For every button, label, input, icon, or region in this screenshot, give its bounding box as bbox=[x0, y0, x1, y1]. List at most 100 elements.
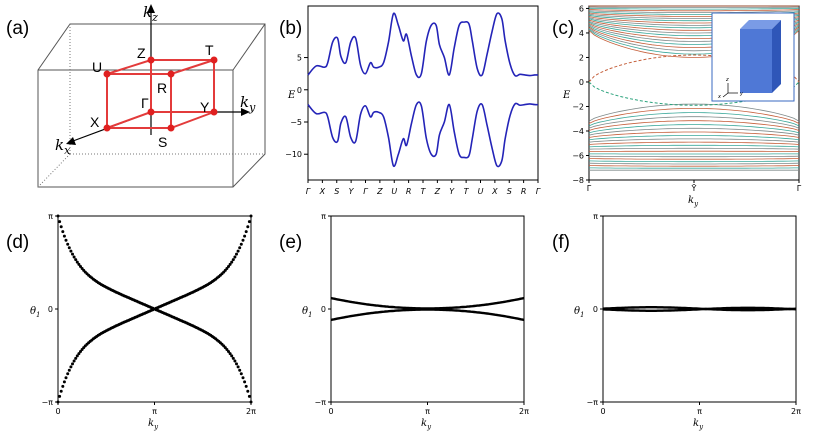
kz-arrowhead bbox=[147, 4, 155, 13]
point-u bbox=[103, 70, 111, 78]
label-x: X bbox=[90, 114, 100, 130]
panel-e-ytick-label: −π bbox=[314, 398, 326, 407]
kx-label: kx bbox=[55, 136, 71, 157]
panel-label-e: (e) bbox=[279, 232, 302, 253]
panel-f-xtick-label: 0 bbox=[600, 407, 605, 416]
panel-d-xtick-label: 0 bbox=[55, 407, 60, 416]
panel-d-wilson-point bbox=[58, 220, 62, 224]
panel-d-wilson-point bbox=[236, 365, 240, 369]
point-s bbox=[167, 124, 175, 132]
panel-d-wilson-point bbox=[64, 238, 68, 242]
panel-c-xtick-label: Γ̄ bbox=[797, 184, 802, 193]
panel-e-xtick-label: 2π bbox=[519, 407, 529, 416]
panel-d-wilson-point bbox=[249, 400, 253, 404]
panel-d-wilson-point bbox=[233, 255, 237, 259]
panel-d-wilson-point bbox=[72, 255, 76, 259]
panel-e-curves bbox=[330, 296, 525, 322]
panel-c-lower-band-line bbox=[588, 144, 800, 148]
panel-d-wilson-point bbox=[62, 234, 66, 238]
panel-b-xtick-label: X bbox=[491, 187, 498, 196]
panel-d-wilson-point bbox=[243, 234, 247, 238]
panel-c-upper-band-line bbox=[588, 9, 800, 12]
panel-d-wilson-point bbox=[72, 359, 76, 363]
panel-b-band-lower bbox=[307, 101, 539, 168]
panel-d-wilson-point bbox=[225, 348, 229, 351]
label-u: U bbox=[92, 59, 102, 75]
panel-d-ytick-label: −π bbox=[41, 398, 53, 407]
panel-label-a: (a) bbox=[6, 18, 29, 39]
panel-c-lower-band-line bbox=[588, 124, 800, 134]
panel-d-wilson-point bbox=[77, 262, 81, 266]
panel-c-lower-band-line bbox=[588, 155, 800, 158]
panel-f-xlabel: ky bbox=[693, 418, 704, 431]
panel-d-wilson-point bbox=[247, 220, 251, 224]
panel-c-ylabel: E bbox=[562, 90, 571, 101]
panel-d-wilson-point bbox=[59, 225, 63, 229]
panel-d-xtick-label: π bbox=[152, 407, 157, 416]
bz-box-edge-top-right bbox=[232, 23, 266, 71]
panel-e-ytick-label: 0 bbox=[321, 305, 326, 314]
panel-d-wilson-point bbox=[233, 359, 237, 363]
panel-d-wilson-point bbox=[64, 376, 68, 380]
panel-d-wilson-point bbox=[67, 368, 71, 372]
panel-e-ticks: π0−π0 π 2π bbox=[314, 212, 529, 416]
panel-c-lower-band-line bbox=[588, 103, 800, 122]
panel-c-inset: z x y bbox=[711, 12, 795, 102]
panel-d-wilson-point bbox=[79, 350, 82, 353]
panel-d-wilson-point bbox=[246, 225, 250, 229]
panel-b-y-ticks: 5 0 −5 −10 bbox=[285, 54, 308, 159]
panel-b-xtick-label: X bbox=[319, 187, 326, 196]
panel-e-ylabel: θ1 bbox=[302, 306, 313, 319]
panel-c-lower-band-line bbox=[588, 116, 800, 129]
panel-d-wilson-point bbox=[56, 400, 60, 404]
panel-b-ytick-label: −5 bbox=[290, 118, 302, 127]
panel-f-wilson-band-2 bbox=[602, 306, 797, 312]
panel-c-lower-band-line bbox=[588, 138, 800, 143]
inset-label-y: y bbox=[739, 91, 744, 97]
point-r bbox=[167, 70, 175, 78]
point-t bbox=[210, 56, 218, 64]
panel-b-xtick-label: U bbox=[391, 187, 397, 196]
inset-cube-front bbox=[740, 29, 772, 93]
point-x bbox=[103, 124, 111, 132]
panel-d-wilson-point bbox=[58, 394, 62, 398]
panel-d-wilson-point bbox=[239, 372, 243, 376]
panel-c-ytick-label: −8 bbox=[572, 176, 584, 185]
inset-label-x: x bbox=[717, 94, 721, 100]
panel-b-ytick-label: 5 bbox=[297, 54, 302, 63]
panel-c-ytick-label: −2 bbox=[572, 102, 584, 111]
panel-f-ytick-label: −π bbox=[586, 398, 598, 407]
inset-label-z: z bbox=[725, 77, 729, 83]
panel-c-lower-band-line bbox=[588, 112, 800, 127]
panel-c-lower-band-line bbox=[588, 160, 800, 163]
panel-d-wilson-point bbox=[225, 267, 229, 270]
panel-d-curves bbox=[56, 214, 253, 404]
panel-d-wilson-point bbox=[56, 214, 60, 218]
panel-d-wilson-point bbox=[238, 246, 242, 250]
high-symmetry-points bbox=[103, 56, 218, 132]
panel-b-xtick-label: T bbox=[464, 187, 470, 196]
panel-b-xtick-label: Γ bbox=[536, 187, 541, 196]
panel-d-ytick-label: 0 bbox=[48, 305, 53, 314]
panel-f-ylabel: θ1 bbox=[574, 306, 585, 319]
panel-e-xlabel: ky bbox=[421, 418, 432, 431]
panel-f-curves bbox=[602, 306, 797, 312]
panel-c-lower-band-line bbox=[588, 162, 800, 165]
panel-f-ticks: π0−π0 π 2π bbox=[586, 212, 801, 416]
panel-b-ytick-label: −10 bbox=[285, 150, 302, 159]
panel-f-ytick-label: 0 bbox=[593, 305, 598, 314]
panel-d-wilson-point bbox=[249, 214, 253, 218]
panel-f-xtick-label: 2π bbox=[791, 407, 801, 416]
panel-c-lower-band-line bbox=[588, 147, 800, 150]
panel-d-wilson-point bbox=[231, 258, 235, 262]
panel-d-wilson-point bbox=[231, 356, 235, 360]
panel-d-wilson-point bbox=[244, 384, 248, 388]
point-y bbox=[210, 108, 218, 116]
kx-arrowhead bbox=[66, 137, 76, 145]
panel-b-band-upper bbox=[307, 12, 539, 79]
panel-c-lower-band-line bbox=[588, 158, 800, 160]
panel-d-wilson-point bbox=[62, 380, 66, 384]
panel-label-b: (b) bbox=[279, 18, 302, 39]
panel-label-d: (d) bbox=[6, 232, 29, 253]
